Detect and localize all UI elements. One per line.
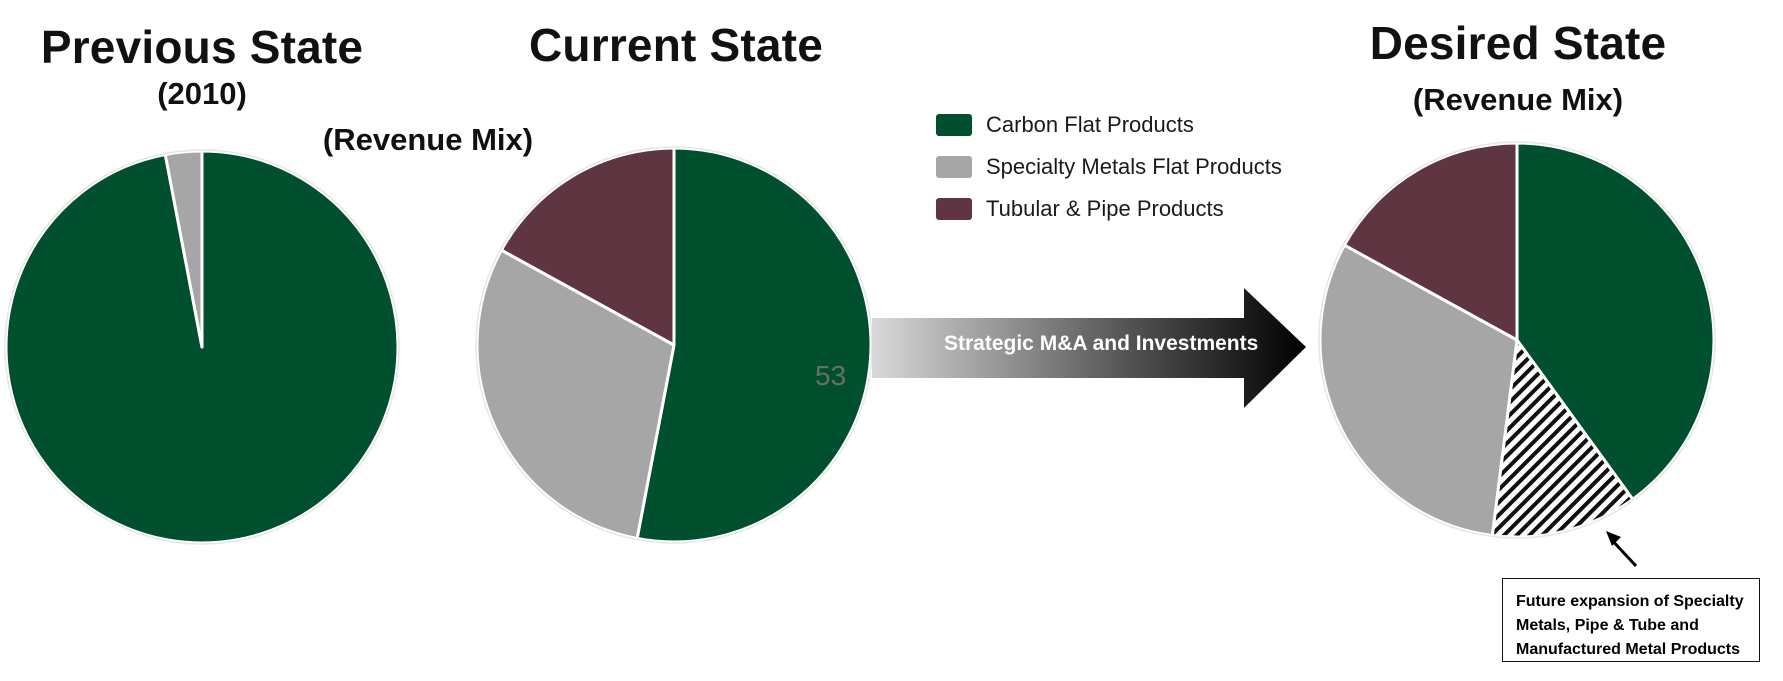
legend-swatch-tubular-pipe: [936, 198, 972, 220]
strategy-arrow-label: Strategic M&A and Investments: [944, 332, 1259, 355]
previous-state-title: Previous State: [40, 21, 364, 73]
legend-label-specialty-metals: Specialty Metals Flat Products: [986, 154, 1282, 179]
desired-state-subtitle: (Revenue Mix): [1412, 82, 1624, 117]
callout-pointer-arrow: [1606, 531, 1638, 568]
pie-slice-carbon-flat-products: [1515, 141, 1716, 501]
pie-outline: [1318, 141, 1716, 539]
pie-slice-specialty-metals-flat-products: [475, 248, 676, 541]
callout-pointer-head: [1606, 531, 1621, 546]
strategy-arrow-shape: [872, 288, 1306, 408]
pie-slice-specialty-metals-flat-products: [1318, 243, 1519, 537]
pie-previous-state: [4, 149, 400, 545]
legend-swatch-specialty-metals: [936, 156, 972, 178]
legend-swatch-carbon-flat: [936, 114, 972, 136]
current-state-title: Current State: [529, 19, 823, 71]
pie-current-state: [475, 146, 873, 544]
pie-outline: [4, 149, 400, 545]
legend-item-carbon-flat: Carbon Flat Products: [936, 104, 1282, 146]
chart-legend: Carbon Flat Products Specialty Metals Fl…: [936, 104, 1282, 230]
stray-slide-number: 53: [815, 360, 847, 391]
desired-state-title: Desired State: [1369, 17, 1667, 69]
future-expansion-callout: Future expansion of Specialty Metals, Pi…: [1502, 578, 1760, 662]
pie-slice-carbon-flat-products: [635, 146, 873, 544]
previous-state-subtitle: (2010): [157, 76, 247, 111]
legend-label-tubular-pipe: Tubular & Pipe Products: [986, 196, 1224, 221]
legend-item-tubular-pipe: Tubular & Pipe Products: [936, 188, 1282, 230]
strategy-arrow: [872, 288, 1306, 408]
pie-slice-future-expansion: [1490, 338, 1635, 539]
legend-label-carbon-flat: Carbon Flat Products: [986, 112, 1194, 137]
pie-desired-state: [1318, 141, 1716, 539]
pie-slice-tubular-pipe-products: [1342, 141, 1519, 342]
legend-item-specialty-metals: Specialty Metals Flat Products: [936, 146, 1282, 188]
current-state-subtitle: (Revenue Mix): [322, 122, 534, 157]
pie-slice-specialty-metals-flat-products: [163, 149, 204, 349]
pie-slice-tubular-pipe-products: [499, 146, 676, 347]
